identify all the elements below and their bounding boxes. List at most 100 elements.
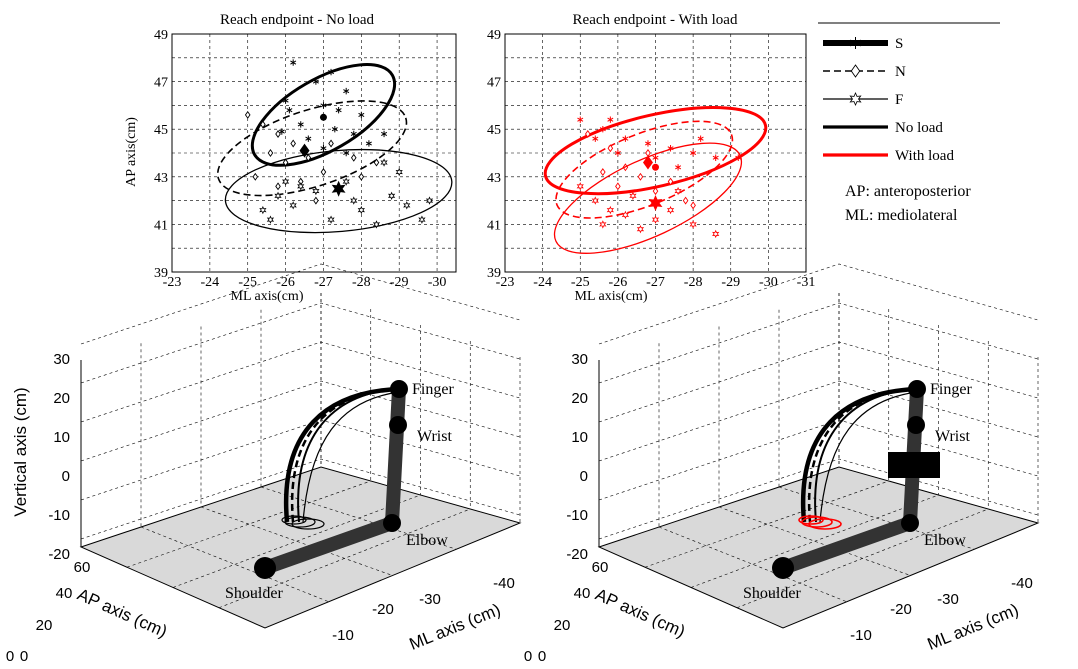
data-point-S [653, 155, 659, 161]
data-point-S [366, 140, 372, 146]
forearm-segment [392, 389, 399, 523]
data-point-F [260, 207, 266, 213]
data-point-F [359, 207, 365, 213]
joint-label: Finger [412, 381, 454, 398]
origin-tick-label: 0 [524, 648, 532, 665]
x-tick-label: -20 [890, 601, 912, 618]
grid-line [599, 264, 1038, 344]
y-tick-label: 49 [154, 28, 168, 43]
panel-reach-with-load: Reach endpoint - With load -23 -24 -25 -26 -… [487, 12, 815, 304]
data-point-N [321, 169, 325, 175]
mean-marker [649, 195, 663, 211]
data-point-F [396, 169, 402, 175]
joint-label: Elbow [406, 532, 448, 549]
x-tick-label: -25 [238, 275, 257, 290]
y-tick-label: 41 [487, 218, 501, 233]
y-tick-label: 43 [154, 171, 168, 186]
y-tick-label: 39 [154, 266, 168, 281]
data-point-S [336, 107, 342, 113]
y-axis-label: AP axis(cm) [124, 117, 139, 187]
joint-label: Shoulder [743, 585, 801, 602]
legend: SNFNo loadWith load AP: anteroposterior … [818, 23, 1000, 224]
data-point-S [343, 88, 349, 94]
x-tick-label: -30 [759, 275, 778, 290]
load-label: Load [897, 458, 931, 474]
shoulder-joint [254, 557, 276, 579]
x-axis-label: ML axis(cm) [231, 289, 304, 304]
data-point-F [404, 202, 410, 208]
data-point-S [608, 116, 614, 122]
data-point-F [668, 207, 674, 213]
data-point-N [616, 183, 620, 189]
grid-line [81, 342, 520, 422]
y-tick-label: 20 [554, 617, 571, 634]
data-point-N [691, 202, 695, 208]
z-tick-label: -10 [566, 507, 588, 524]
mean-marker [652, 164, 659, 171]
data-point-F [690, 221, 696, 227]
y-tick-label: 45 [154, 123, 168, 138]
data-point-F [630, 193, 636, 199]
joint-label: Shoulder [225, 585, 283, 602]
grid-line [599, 303, 1038, 383]
x-tick-label: -29 [390, 275, 409, 290]
x-tick-label: -10 [850, 627, 872, 644]
x-tick-label: -27 [646, 275, 665, 290]
z-tick-label: -20 [566, 546, 588, 563]
data-point-F [389, 193, 395, 199]
data-point-S [290, 59, 296, 65]
x-axis-label: ML axis (cm) [407, 600, 504, 654]
data-point-S [577, 116, 583, 122]
legend-label: N [895, 64, 906, 80]
data-point-N [601, 169, 605, 175]
data-point-F [290, 202, 296, 208]
x-tick-label: -30 [937, 591, 959, 608]
grid-line [81, 303, 520, 383]
data-point-S [698, 136, 704, 142]
mean-marker [320, 114, 327, 121]
data-point-S [321, 145, 327, 151]
z-tick-label: -10 [48, 507, 70, 524]
z-tick-label: 0 [580, 468, 588, 485]
legend-note: ML: mediolateral [845, 207, 958, 224]
x-tick-label: -30 [428, 275, 447, 290]
data-point-S [306, 136, 312, 142]
data-point-S [287, 107, 293, 113]
x-tick-label: -40 [493, 575, 515, 592]
x-tick-label: -26 [609, 275, 628, 290]
y-tick-label: 41 [154, 218, 168, 233]
data-point-S [593, 136, 599, 142]
data-point-S [645, 140, 651, 146]
origin-tick-label: 0 [6, 648, 14, 665]
shoulder-joint [772, 557, 794, 579]
panel-title: Reach endpoint - With load [573, 12, 738, 28]
x-tick-label: -25 [571, 275, 590, 290]
x-tick-label: -24 [201, 275, 220, 290]
data-point-S [359, 112, 365, 118]
legend-label: S [895, 36, 903, 52]
data-point-N [638, 174, 642, 180]
data-point-F [351, 197, 357, 203]
legend-marker [851, 65, 859, 77]
grid-line [599, 342, 1038, 422]
joint-label: Elbow [924, 532, 966, 549]
legend-note: AP: anteroposterior [845, 183, 971, 200]
data-point-N [646, 150, 650, 156]
data-point-F [593, 197, 599, 203]
data-point-N [268, 150, 272, 156]
data-point-F [268, 216, 274, 222]
data-point-F [298, 183, 304, 189]
y-tick-label: 40 [56, 585, 73, 602]
grid-line [81, 381, 520, 461]
data-point-N [276, 131, 280, 137]
data-point-N [245, 112, 249, 118]
y-tick-label: 47 [487, 76, 501, 91]
z-tick-label: 10 [571, 429, 588, 446]
data-point-F [638, 226, 644, 232]
data-point-F [713, 231, 719, 237]
y-tick-label: 60 [74, 559, 91, 576]
data-point-S [381, 131, 387, 137]
data-point-F [313, 188, 319, 194]
legend-label: F [895, 92, 903, 108]
